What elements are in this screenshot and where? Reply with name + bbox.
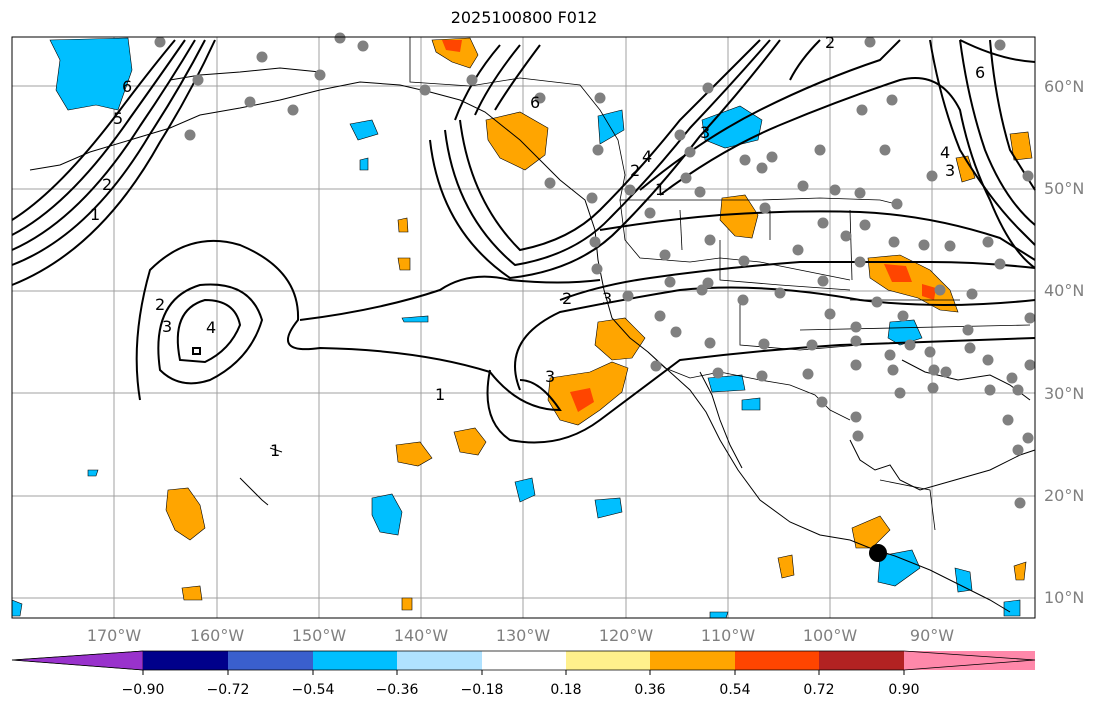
contour-label: 2 bbox=[155, 295, 165, 314]
contour-label: 3 bbox=[945, 161, 955, 180]
colorbar-tick-label: −0.54 bbox=[291, 682, 335, 698]
colorbar-segment bbox=[566, 651, 650, 670]
lon-label: 120°W bbox=[598, 626, 654, 645]
lat-label: 20°N bbox=[1044, 486, 1085, 505]
station-markers bbox=[154, 32, 1036, 509]
lat-lon-grid bbox=[12, 37, 1035, 618]
colorbar-tick-label: −0.18 bbox=[460, 682, 504, 698]
colorbar-tick-label: 0.18 bbox=[550, 682, 582, 698]
contour-label: 2 bbox=[562, 289, 572, 308]
colorbar-tick-label: 0.54 bbox=[719, 682, 751, 698]
lat-label: 10°N bbox=[1044, 588, 1085, 607]
contour-label: 3 bbox=[602, 289, 612, 308]
colorbar bbox=[11, 650, 1036, 675]
map-frame bbox=[11, 36, 1036, 619]
contour-label: 3 bbox=[162, 317, 172, 336]
contour-label: 2 bbox=[630, 161, 640, 180]
lat-label: 40°N bbox=[1044, 281, 1085, 300]
contour-label-group: 6 5 2 1 6 3 4 2 1 2 3 4 1 2 3 3 1 6 4 3 … bbox=[90, 33, 985, 460]
contour-label: 4 bbox=[206, 318, 216, 337]
colorbar-segment bbox=[482, 651, 566, 670]
colorbar-segment bbox=[650, 651, 735, 670]
contour-label: 1 bbox=[90, 205, 100, 224]
colorbar-tick-label: −0.90 bbox=[121, 682, 165, 698]
map-title: 2025100800 F012 bbox=[450, 8, 598, 27]
lon-label: 170°W bbox=[86, 626, 142, 645]
contour-label: 2 bbox=[102, 175, 112, 194]
colorbar-tick-label: 0.90 bbox=[888, 682, 920, 698]
colorbar-segment bbox=[313, 651, 397, 670]
lat-label: 50°N bbox=[1044, 179, 1085, 198]
contour-label: 3 bbox=[700, 123, 710, 142]
contour-label: 6 bbox=[530, 93, 540, 112]
lon-label: 140°W bbox=[393, 626, 449, 645]
lon-label: 100°W bbox=[802, 626, 858, 645]
contour-label: 6 bbox=[122, 77, 132, 96]
contour-label: 1 bbox=[435, 385, 445, 404]
lon-label: 150°W bbox=[291, 626, 347, 645]
colorbar-segment bbox=[735, 651, 819, 670]
colorbar-tick-label: −0.72 bbox=[206, 682, 250, 698]
contour-label: 2 bbox=[825, 33, 835, 52]
contour-label: 4 bbox=[642, 147, 652, 166]
colorbar-segment bbox=[397, 651, 482, 670]
lon-label: 90°W bbox=[909, 626, 955, 645]
lat-label: 30°N bbox=[1044, 384, 1085, 403]
colorbar-segment bbox=[904, 651, 1035, 670]
contour-label: 6 bbox=[975, 63, 985, 82]
colorbar-segment bbox=[228, 651, 313, 670]
colorbar-segment bbox=[819, 651, 904, 670]
colorbar-segment bbox=[143, 651, 228, 670]
contour-label: 1 bbox=[270, 441, 280, 460]
contour-label: 3 bbox=[545, 367, 555, 386]
colorbar-tick-label: 0.36 bbox=[634, 682, 666, 698]
lon-label: 160°W bbox=[189, 626, 245, 645]
colorbar-tick-label: −0.36 bbox=[375, 682, 419, 698]
location-marker bbox=[869, 544, 887, 562]
contour-label: 5 bbox=[113, 109, 123, 128]
colorbar-segment bbox=[11, 650, 144, 671]
lon-label: 130°W bbox=[495, 626, 551, 645]
lat-label: 60°N bbox=[1044, 77, 1085, 96]
strong-positive-anomaly-areas bbox=[442, 40, 936, 412]
colorbar-tick-label: 0.72 bbox=[803, 682, 835, 698]
contour-label: 1 bbox=[655, 180, 665, 199]
contour-label: 4 bbox=[940, 143, 950, 162]
lon-label: 110°W bbox=[700, 626, 756, 645]
